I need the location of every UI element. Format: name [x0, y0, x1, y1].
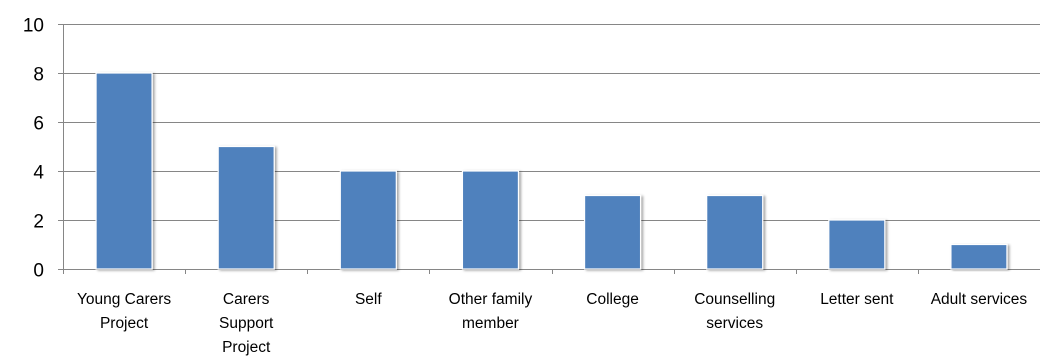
- y-tick-label-0: 0: [33, 261, 44, 282]
- y-tick-labels: 0 2 4 6 8 10: [23, 16, 45, 282]
- y-tick-label-4: 4: [33, 163, 44, 184]
- bar-0: [95, 72, 153, 270]
- x-tick-label-5: Counselling services: [694, 291, 775, 332]
- axes: [58, 24, 1040, 274]
- x-tick-label-2: Self: [355, 291, 382, 308]
- x-tick-labels: Young Carers Project Carers Support Project S…: [77, 291, 1027, 356]
- x-tick-label-6: Letter sent: [820, 291, 894, 308]
- bar-6: [828, 219, 886, 270]
- gridlines: [63, 24, 1040, 221]
- x-tick-label-4: College: [586, 291, 639, 308]
- bar-4: [583, 194, 642, 270]
- x-tick-label-3: Other family member: [449, 291, 533, 332]
- bar-7: [950, 243, 1008, 270]
- y-tick-label-8: 8: [33, 65, 44, 86]
- y-tick-label-2: 2: [33, 212, 44, 233]
- bar-3: [461, 170, 520, 270]
- bars: [95, 72, 1008, 270]
- x-tick-label-7: Adult services: [931, 291, 1028, 308]
- y-tick-label-10: 10: [23, 16, 44, 37]
- x-tick-label-1: Carers Support Project: [219, 291, 274, 356]
- bar-5: [706, 194, 764, 270]
- x-tick-label-0: Young Carers Project: [77, 291, 171, 332]
- bar-2: [339, 170, 397, 270]
- y-tick-label-6: 6: [33, 114, 44, 135]
- bar-1: [217, 145, 275, 270]
